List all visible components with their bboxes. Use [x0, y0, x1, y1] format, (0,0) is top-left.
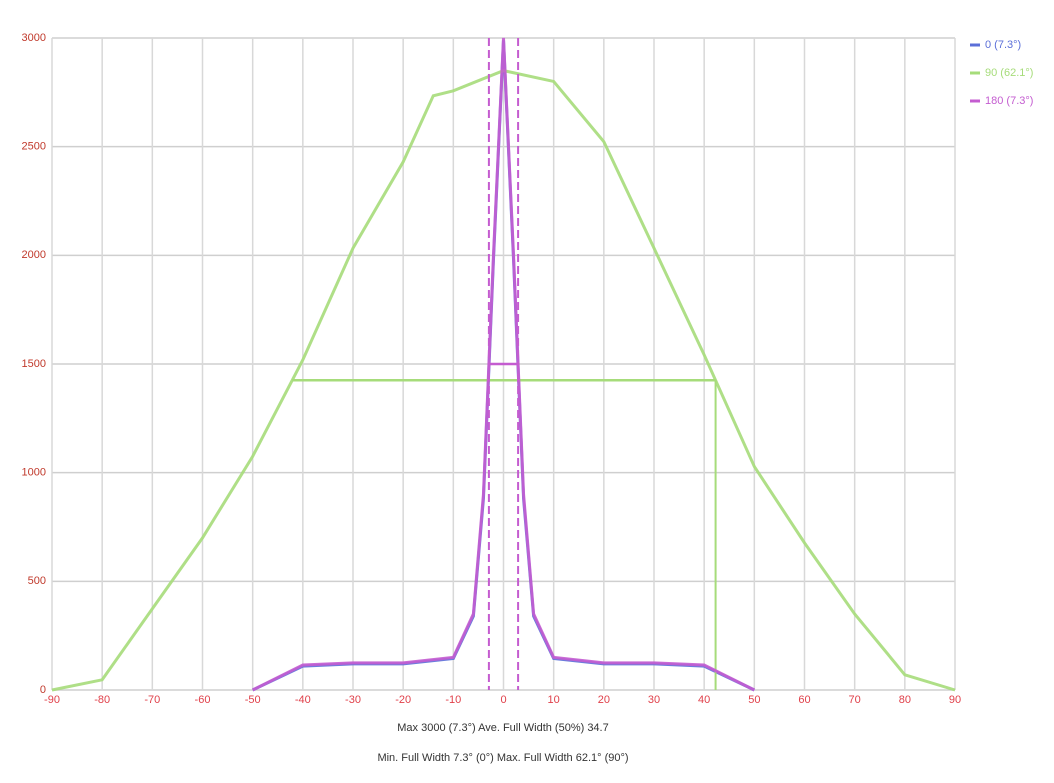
- y-tick-label: 2000: [22, 249, 46, 261]
- legend-label: 90 (62.1°): [985, 67, 1033, 79]
- x-tick-label: 70: [849, 694, 861, 706]
- x-tick-label: 20: [598, 694, 610, 706]
- x-tick-label: -90: [44, 694, 60, 706]
- x-tick-label: 10: [548, 694, 560, 706]
- x-tick-label: 30: [648, 694, 660, 706]
- x-tick-label: -50: [245, 694, 261, 706]
- series-line: [51, 69, 956, 692]
- x-tick-label: -30: [345, 694, 361, 706]
- x-tick-label: -10: [445, 694, 461, 706]
- x-tick-label: -20: [395, 694, 411, 706]
- x-tick-label: 80: [899, 694, 911, 706]
- y-tick-label: 1500: [22, 358, 46, 370]
- x-tick-label: 60: [798, 694, 810, 706]
- x-tick-label: -60: [195, 694, 211, 706]
- y-tick-label: 500: [28, 575, 46, 587]
- legend-label: 180 (7.3°): [985, 95, 1033, 107]
- x-label-2: Min. Full Width 7.3° (0°) Max. Full Widt…: [377, 752, 628, 764]
- x-tick-label: 40: [698, 694, 710, 706]
- x-tick-label: -40: [295, 694, 311, 706]
- x-tick-label: -80: [94, 694, 110, 706]
- x-tick-label: -70: [144, 694, 160, 706]
- x-label-1: Max 3000 (7.3°) Ave. Full Width (50%) 34…: [397, 722, 608, 734]
- x-tick-label: 0: [500, 694, 506, 706]
- y-tick-label: 2500: [22, 141, 46, 153]
- legend-label: 0 (7.3°): [985, 39, 1021, 51]
- series-line: [251, 37, 756, 692]
- y-tick-label: 1000: [22, 467, 46, 479]
- y-tick-label: 3000: [22, 32, 46, 44]
- x-tick-label: 50: [748, 694, 760, 706]
- y-tick-label: 0: [40, 684, 46, 696]
- x-tick-label: 90: [949, 694, 961, 706]
